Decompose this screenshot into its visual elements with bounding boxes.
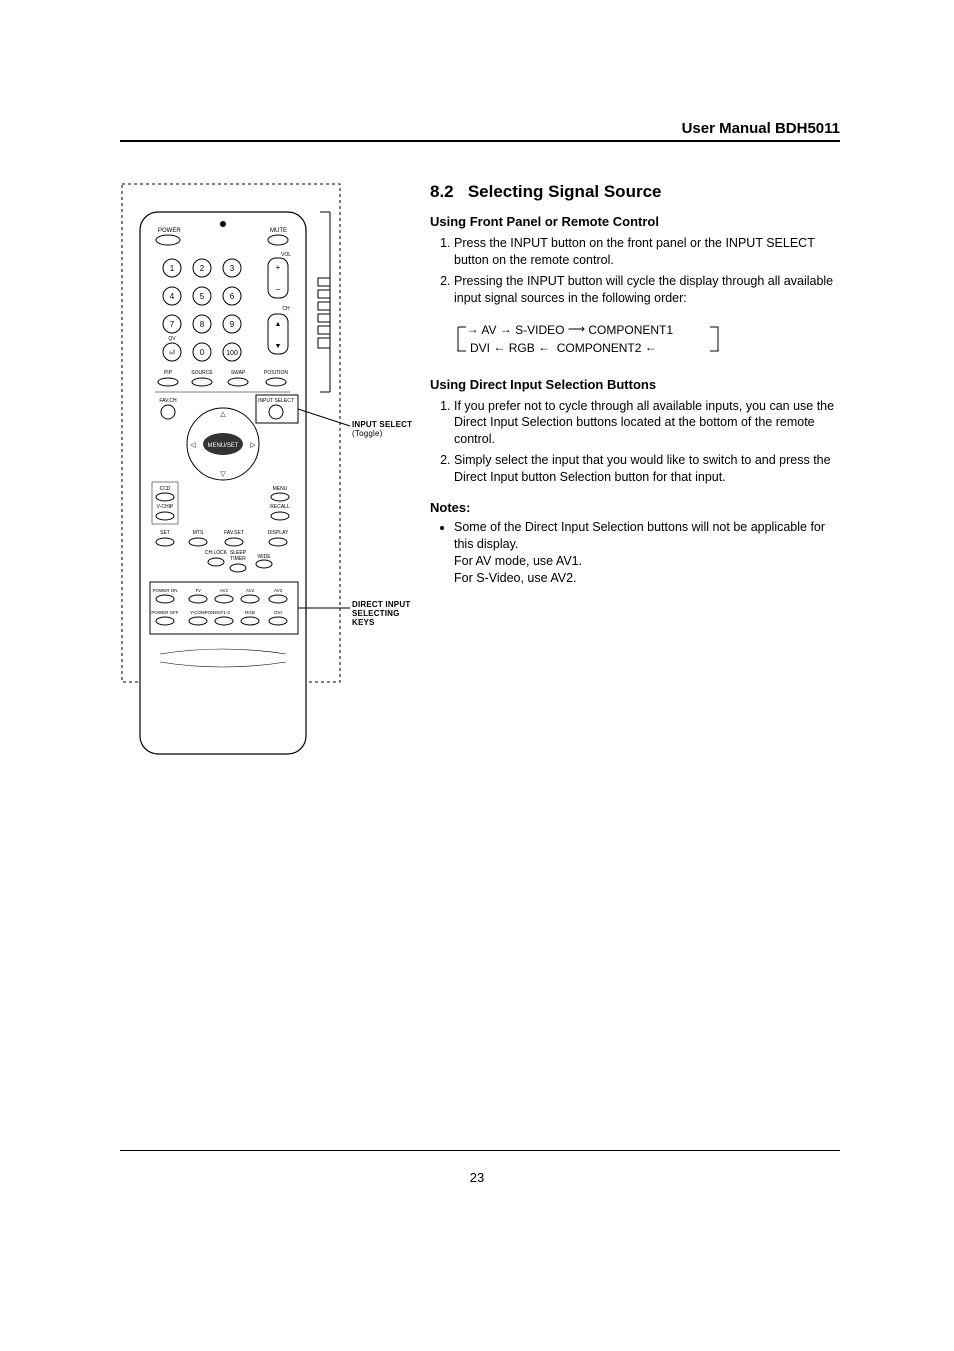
- svg-text:0: 0: [200, 348, 205, 357]
- header-title: User Manual BDH5011: [682, 120, 840, 137]
- svg-text:AV1: AV1: [220, 588, 229, 593]
- svg-text:MTS: MTS: [193, 530, 204, 536]
- svg-text:WIDE: WIDE: [257, 554, 271, 560]
- svg-text:4: 4: [170, 292, 175, 301]
- svg-text:6: 6: [230, 292, 235, 301]
- svg-text:▷: ▷: [250, 442, 256, 449]
- svg-text:7: 7: [170, 320, 175, 329]
- svg-text:SOURCE: SOURCE: [191, 370, 213, 376]
- step: Press the INPUT button on the front pane…: [454, 235, 840, 269]
- svg-text:2: 2: [200, 264, 205, 273]
- svg-text:MUTE: MUTE: [270, 228, 287, 234]
- svg-text:DVI: DVI: [274, 610, 282, 615]
- remote-illustration: POWER MUTE VOL 1 2 3 + − 4 5: [120, 182, 420, 586]
- svg-text:DISPLAY: DISPLAY: [268, 530, 289, 536]
- remote-svg: POWER MUTE VOL 1 2 3 + − 4 5: [120, 182, 420, 772]
- notes-title: Notes:: [430, 500, 840, 515]
- callout-input-select: INPUT SELECT (Toggle): [352, 420, 412, 438]
- svg-text:▼: ▼: [275, 343, 282, 350]
- notes-list: Some of the Direct Input Selection butto…: [454, 519, 840, 587]
- callout-direct-input: DIRECT INPUT SELECTING KEYS: [352, 600, 420, 627]
- svg-text:AV3: AV3: [274, 588, 283, 593]
- svg-text:CH: CH: [282, 306, 290, 312]
- step: Pressing the INPUT button will cycle the…: [454, 273, 840, 307]
- sub1-title: Using Front Panel or Remote Control: [430, 214, 840, 229]
- svg-text:PIP: PIP: [164, 370, 173, 376]
- step: If you prefer not to cycle through all a…: [454, 398, 840, 449]
- svg-text:−: −: [276, 285, 281, 294]
- svg-text:△: △: [220, 411, 226, 418]
- svg-text:Y-COMPONENT1-2: Y-COMPONENT1-2: [190, 610, 230, 615]
- svg-text:9: 9: [230, 320, 235, 329]
- svg-text:100: 100: [226, 350, 238, 357]
- step: Simply select the input that you would l…: [454, 452, 840, 486]
- svg-text:SWAP: SWAP: [231, 370, 246, 376]
- text-column: 8.2 Selecting Signal Source Using Front …: [420, 182, 840, 586]
- header-rule: User Manual BDH5011: [120, 140, 840, 142]
- svg-text:+: +: [276, 263, 281, 272]
- svg-text:RECALL: RECALL: [270, 504, 290, 510]
- svg-text:AV2: AV2: [246, 588, 255, 593]
- svg-text:POSITION: POSITION: [264, 370, 288, 376]
- svg-text:8: 8: [200, 320, 205, 329]
- sub2-steps: If you prefer not to cycle through all a…: [454, 398, 840, 486]
- svg-text:POWER: POWER: [158, 228, 181, 234]
- svg-text:3: 3: [230, 264, 235, 273]
- svg-text:MENU: MENU: [273, 486, 288, 492]
- svg-text:⏎: ⏎: [169, 349, 175, 357]
- svg-text:POWER ON: POWER ON: [152, 588, 177, 593]
- svg-text:POWER OFF: POWER OFF: [151, 610, 178, 615]
- sub1-steps: Press the INPUT button on the front pane…: [454, 235, 840, 307]
- sub2-title: Using Direct Input Selection Buttons: [430, 377, 840, 392]
- footer-rule: [120, 1150, 840, 1151]
- svg-text:QV: QV: [168, 336, 176, 342]
- svg-text:CCD: CCD: [160, 486, 171, 492]
- cycle-diagram: → AV → S-VIDEO ⟶ COMPONENT1 DVI ← RGB ← …: [460, 321, 720, 357]
- svg-text:1: 1: [170, 264, 175, 273]
- svg-text:◁: ◁: [190, 442, 196, 449]
- svg-text:RGB: RGB: [245, 610, 255, 615]
- svg-text:FAV.SET: FAV.SET: [224, 530, 244, 536]
- svg-text:V-CHIP: V-CHIP: [157, 504, 174, 510]
- svg-text:INPUT SELECT: INPUT SELECT: [258, 398, 294, 404]
- note: Some of the Direct Input Selection butto…: [454, 519, 840, 587]
- svg-text:VOL: VOL: [281, 252, 291, 258]
- svg-text:TV: TV: [195, 588, 201, 593]
- svg-text:SET: SET: [160, 530, 170, 536]
- svg-text:CH.LOCK: CH.LOCK: [205, 550, 228, 556]
- svg-text:FAV.CH: FAV.CH: [159, 398, 177, 404]
- svg-text:▲: ▲: [275, 321, 282, 328]
- svg-text:▽: ▽: [220, 471, 226, 478]
- page-number: 23: [0, 1170, 954, 1185]
- svg-text:TIMER: TIMER: [230, 556, 246, 562]
- section-title: 8.2 Selecting Signal Source: [430, 182, 840, 202]
- svg-text:MENU/SET: MENU/SET: [207, 443, 238, 449]
- svg-text:5: 5: [200, 292, 205, 301]
